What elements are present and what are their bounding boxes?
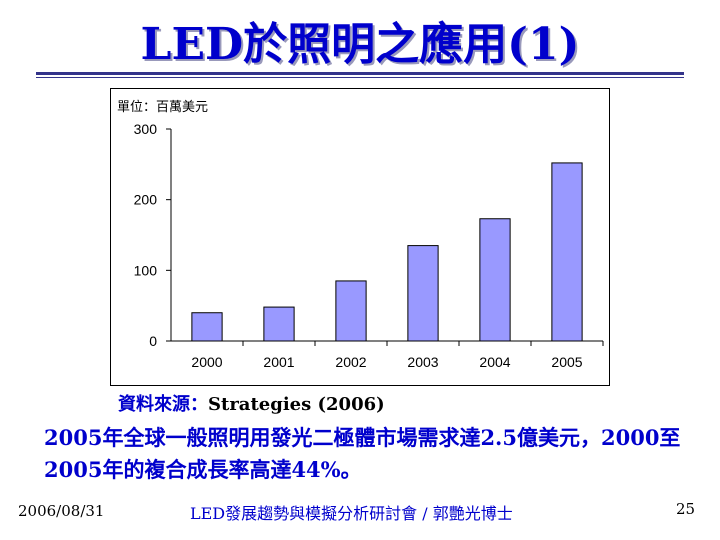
x-tick-label: 2004 bbox=[479, 354, 510, 370]
bar-2004 bbox=[479, 218, 511, 342]
y-tick-label: 200 bbox=[134, 192, 158, 208]
y-tick-label: 100 bbox=[134, 262, 158, 278]
title-divider-thin bbox=[36, 77, 684, 78]
footer-date: 2006/08/31 bbox=[18, 502, 105, 520]
page-number: 25 bbox=[676, 500, 696, 518]
bar-2000 bbox=[191, 312, 223, 342]
bar-chart-panel: 單位：百萬美元 0 100 200 300 2000 2001 2002 2003 2004 200… bbox=[110, 88, 610, 386]
footer-event: LED發展趨勢與模擬分析研討會 / 郭艷光博士 bbox=[190, 504, 513, 523]
bar-2001 bbox=[263, 306, 295, 342]
summary-text: 2005年全球一般照明用發光二極體市場需求達2.5億美元，2000至2005年的… bbox=[44, 425, 681, 482]
bar-2002 bbox=[335, 280, 367, 342]
bar-2005 bbox=[551, 162, 583, 342]
data-source: 資料來源：Strategies (2006) bbox=[118, 390, 385, 416]
x-tick-label: 2003 bbox=[407, 354, 438, 370]
y-tick-label: 0 bbox=[149, 333, 157, 349]
bar-chart: 單位：百萬美元 0 100 200 300 2000 2001 2002 2003 2004 200… bbox=[117, 99, 604, 370]
data-source-label: 資料來源： bbox=[118, 394, 208, 415]
x-tick-label: 2001 bbox=[263, 354, 294, 370]
data-source-value: Strategies (2006) bbox=[208, 394, 385, 415]
chart-unit-label: 單位：百萬美元 bbox=[117, 99, 208, 114]
x-tick-label: 2000 bbox=[191, 354, 222, 370]
y-tick-label: 300 bbox=[134, 121, 158, 137]
x-tick-label: 2002 bbox=[335, 354, 366, 370]
title-divider bbox=[36, 72, 684, 75]
x-tick-label: 2005 bbox=[551, 354, 582, 370]
bar-2003 bbox=[407, 245, 439, 342]
slide-title: LED於照明之應用(1) bbox=[140, 19, 580, 70]
